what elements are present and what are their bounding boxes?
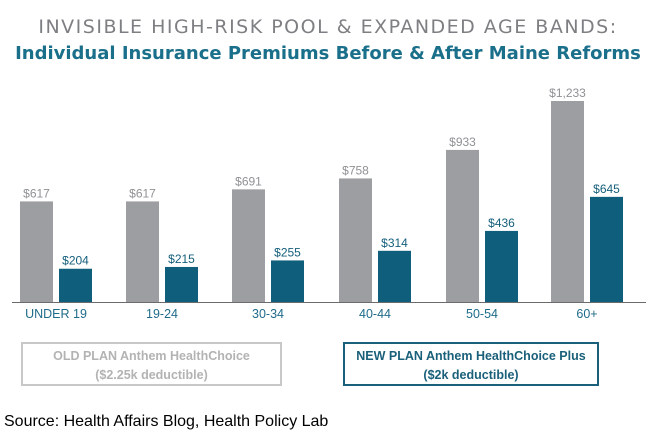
bar-old-plan	[446, 149, 479, 302]
data-label-old-plan: $933	[449, 135, 476, 149]
legend-old-plan-deductible: ($2.25k deductible)	[95, 368, 208, 382]
bar-chart: $617 $204 UNDER 19 $617 $215 19-24 $691 $255 30-…	[12, 86, 646, 321]
legend-new-plan: NEW PLAN Anthem HealthChoice Plus ($2k d…	[343, 342, 599, 386]
data-label-old-plan: $691	[235, 174, 262, 188]
category-label: 19-24	[146, 307, 178, 321]
chart-subtitle: Individual Insurance Premiums Before & A…	[15, 43, 641, 64]
category-label: 60+	[576, 307, 597, 321]
data-label-new-plan: $204	[62, 254, 89, 268]
category-label: UNDER 19	[25, 307, 87, 321]
bar-new-plan	[271, 260, 304, 302]
bar-new-plan	[378, 250, 411, 302]
bar-new-plan	[485, 230, 518, 302]
data-label-old-plan: $758	[342, 163, 369, 177]
category-label: 40-44	[359, 307, 391, 321]
bar-new-plan	[59, 268, 92, 302]
data-label-old-plan: $617	[23, 186, 50, 200]
data-label-new-plan: $436	[488, 216, 515, 230]
bar-old-plan	[126, 201, 159, 302]
data-label-old-plan: $1,233	[549, 86, 586, 100]
category-label: 30-34	[252, 307, 284, 321]
source-note: Source: Health Affairs Blog, Health Poli…	[4, 413, 329, 430]
data-label-new-plan: $645	[593, 182, 620, 196]
legend-new-plan-deductible: ($2k deductible)	[423, 368, 519, 382]
chart-title: INVISIBLE HIGH-RISK POOL & EXPANDED AGE …	[38, 16, 618, 38]
bar-old-plan	[551, 101, 584, 302]
legend-old-plan-name: OLD PLAN Anthem HealthChoice	[53, 349, 250, 363]
data-label-new-plan: $255	[274, 245, 301, 259]
data-label-new-plan: $215	[168, 252, 195, 266]
bar-old-plan	[20, 201, 53, 302]
bar-new-plan	[590, 196, 623, 302]
data-label-new-plan: $314	[381, 236, 408, 250]
data-label-old-plan: $617	[129, 186, 156, 200]
bar-old-plan	[339, 178, 372, 302]
legend-old-plan: OLD PLAN Anthem HealthChoice ($2.25k ded…	[21, 342, 282, 386]
bar-old-plan	[232, 189, 265, 302]
category-label: 50-54	[466, 307, 498, 321]
legend-new-plan-name: NEW PLAN Anthem HealthChoice Plus	[356, 349, 586, 363]
bar-new-plan	[165, 266, 198, 302]
